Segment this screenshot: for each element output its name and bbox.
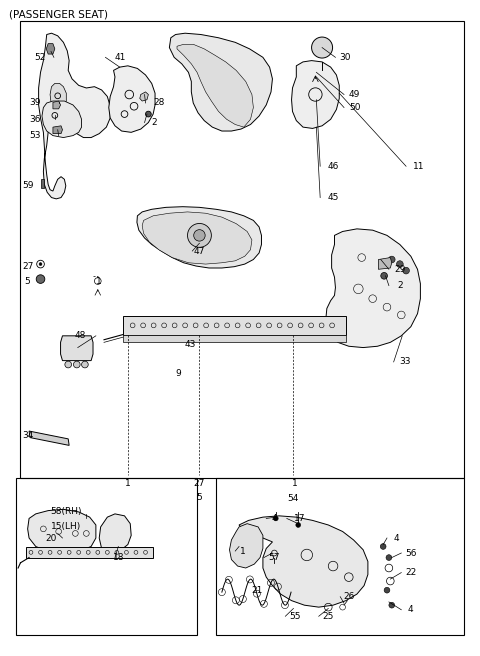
Polygon shape <box>53 101 60 109</box>
Text: 17: 17 <box>294 514 305 523</box>
Text: 41: 41 <box>115 53 126 62</box>
Text: 47: 47 <box>194 247 205 256</box>
Polygon shape <box>137 207 262 268</box>
Polygon shape <box>46 44 55 54</box>
Polygon shape <box>60 336 93 361</box>
Polygon shape <box>29 431 69 445</box>
Text: 43: 43 <box>184 340 195 349</box>
Circle shape <box>145 112 151 117</box>
Text: 58(RH): 58(RH) <box>50 508 82 516</box>
Circle shape <box>389 602 395 608</box>
Polygon shape <box>140 92 148 101</box>
Text: 5: 5 <box>25 277 31 285</box>
Text: 9: 9 <box>175 369 181 378</box>
Text: 4: 4 <box>394 533 399 543</box>
Circle shape <box>396 260 403 268</box>
Text: 39: 39 <box>29 98 40 108</box>
Text: 27: 27 <box>194 479 205 487</box>
Bar <box>123 316 347 335</box>
Circle shape <box>188 224 211 247</box>
Polygon shape <box>142 212 252 264</box>
Polygon shape <box>53 126 62 134</box>
Text: 45: 45 <box>327 193 339 202</box>
Text: 46: 46 <box>327 162 339 171</box>
Polygon shape <box>99 514 131 553</box>
Bar <box>21 22 464 478</box>
Text: 20: 20 <box>46 533 57 543</box>
Circle shape <box>194 230 205 241</box>
Circle shape <box>36 275 45 283</box>
Polygon shape <box>378 258 392 270</box>
Text: 49: 49 <box>349 90 360 99</box>
Text: 55: 55 <box>289 612 300 621</box>
Circle shape <box>381 272 387 279</box>
Circle shape <box>39 262 42 266</box>
Text: 56: 56 <box>405 548 417 558</box>
Circle shape <box>384 587 390 593</box>
Text: 27: 27 <box>22 262 33 270</box>
Polygon shape <box>50 83 66 109</box>
Polygon shape <box>291 60 339 129</box>
Polygon shape <box>38 33 110 199</box>
Text: 2: 2 <box>151 118 157 127</box>
Text: 30: 30 <box>339 53 351 62</box>
Circle shape <box>403 267 409 274</box>
Text: 1: 1 <box>292 479 298 487</box>
Text: 21: 21 <box>251 586 263 595</box>
Polygon shape <box>169 33 273 131</box>
Circle shape <box>73 361 80 368</box>
Text: 28: 28 <box>153 98 165 108</box>
Circle shape <box>274 516 278 521</box>
Text: (PASSENGER SEAT): (PASSENGER SEAT) <box>9 10 108 20</box>
Text: 48: 48 <box>74 331 86 340</box>
Text: 54: 54 <box>287 495 298 503</box>
Circle shape <box>380 544 386 549</box>
Circle shape <box>296 523 300 527</box>
Text: 53: 53 <box>29 131 40 140</box>
Polygon shape <box>229 523 263 568</box>
Text: 2: 2 <box>397 281 403 290</box>
Text: 1: 1 <box>240 546 245 556</box>
Text: 4: 4 <box>272 514 277 523</box>
Text: 57: 57 <box>269 553 280 562</box>
Text: 34: 34 <box>22 431 33 440</box>
Polygon shape <box>326 229 420 348</box>
Text: 36: 36 <box>29 115 40 124</box>
Circle shape <box>65 361 72 368</box>
Text: 33: 33 <box>399 358 410 367</box>
Text: 22: 22 <box>405 568 417 577</box>
Text: 5: 5 <box>197 493 202 502</box>
Text: 52: 52 <box>34 53 45 62</box>
Text: 4: 4 <box>408 605 414 614</box>
Text: 50: 50 <box>349 103 360 112</box>
Bar <box>216 478 464 634</box>
Text: 25: 25 <box>323 612 334 621</box>
Text: 29: 29 <box>394 265 406 274</box>
Polygon shape <box>177 45 253 127</box>
Bar <box>123 335 347 342</box>
Text: 15(LH): 15(LH) <box>51 522 81 531</box>
Polygon shape <box>239 516 368 607</box>
Circle shape <box>386 555 392 560</box>
Bar <box>16 478 197 634</box>
Text: 18: 18 <box>112 553 124 562</box>
Text: 1: 1 <box>125 479 131 487</box>
Text: 11: 11 <box>413 162 425 171</box>
Circle shape <box>312 37 333 58</box>
Polygon shape <box>28 509 96 553</box>
Text: 59: 59 <box>22 181 34 190</box>
Bar <box>26 547 153 558</box>
Circle shape <box>82 361 88 368</box>
Text: 1: 1 <box>96 277 102 285</box>
Polygon shape <box>42 101 82 138</box>
Circle shape <box>388 256 395 263</box>
Polygon shape <box>109 66 155 133</box>
Text: 26: 26 <box>343 592 355 601</box>
Polygon shape <box>40 179 44 188</box>
